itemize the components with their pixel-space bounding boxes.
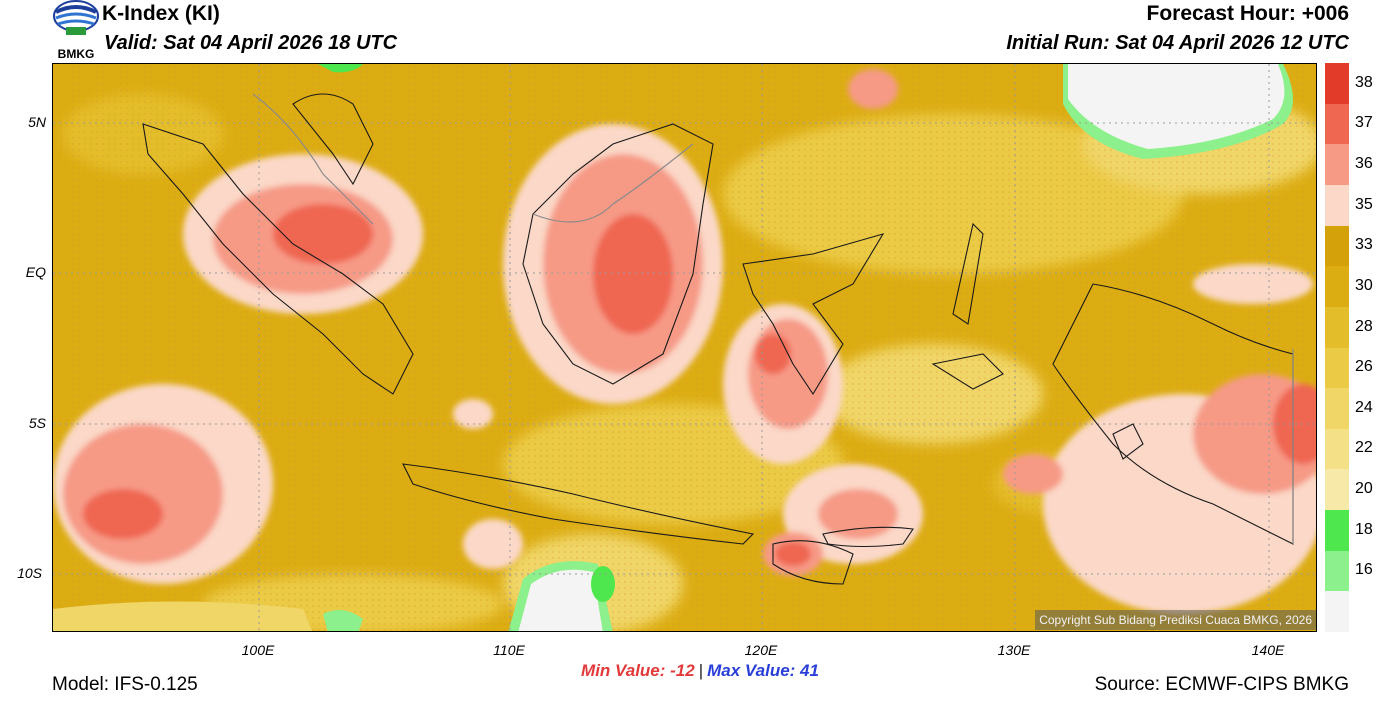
color-legend (1325, 63, 1349, 633)
lat-label-10s: 10S (17, 565, 42, 581)
k-index-map (52, 63, 1317, 632)
legend-swatch (1325, 347, 1349, 389)
lon-label-140e: 140E (1251, 642, 1285, 658)
map-canvas (53, 64, 1316, 631)
lat-label-5s: 5S (28, 415, 46, 431)
low-k-green-zones (53, 64, 1293, 631)
valid-time: Valid: Sat 04 April 2026 18 UTC (104, 32, 398, 54)
legend-swatch (1325, 144, 1349, 186)
model-name: Model: IFS-0.125 (52, 674, 198, 695)
borders (252, 93, 1294, 544)
legend-swatch (1325, 225, 1349, 267)
legend-label: 16 (1355, 561, 1373, 579)
legend-label: 37 (1355, 114, 1373, 132)
legend-swatch (1325, 428, 1349, 470)
legend-label: 22 (1355, 439, 1373, 457)
copyright-banner: Copyright Sub Bidang Prediksi Cuaca BMKG… (1035, 610, 1316, 630)
legend-swatch (1325, 306, 1349, 348)
legend-swatch (1325, 510, 1349, 552)
lon-label-110e: 110E (493, 642, 525, 658)
legend-label: 30 (1355, 276, 1373, 294)
legend-label: 26 (1355, 358, 1373, 376)
legend-label: 24 (1355, 398, 1373, 416)
legend-swatch (1325, 550, 1349, 592)
bmkg-logo: BMKG (52, 0, 100, 61)
initial-run: Initial Run: Sat 04 April 2026 12 UTC (1006, 32, 1349, 54)
lon-label-120e: 120E (744, 642, 778, 658)
legend-swatch (1325, 388, 1349, 430)
min-max-values: Min Value: -12 | Max Value: 41 (0, 661, 1400, 681)
chart-title: K-Index (KI) (102, 2, 220, 25)
legend-label: 18 (1355, 520, 1373, 538)
data-source: Source: ECMWF-CIPS BMKG (1094, 674, 1349, 695)
max-value: Max Value: 41 (707, 661, 819, 680)
lon-label-100e: 100E (241, 642, 275, 658)
coastlines (142, 93, 1294, 585)
legend-swatch (1325, 63, 1349, 104)
legend-swatch (1325, 103, 1349, 145)
legend-label: 20 (1355, 480, 1373, 498)
logo-text: BMKG (58, 47, 95, 60)
legend-label: 36 (1355, 154, 1373, 172)
lat-label-5n: 5N (28, 114, 46, 130)
min-value: Min Value: -12 (581, 661, 695, 680)
lat-label-eq: EQ (25, 264, 46, 280)
legend-swatch (1325, 591, 1349, 633)
lon-label-130e: 130E (997, 642, 1031, 658)
map-graticule (53, 64, 1316, 631)
legend-label: 38 (1355, 73, 1373, 91)
legend-swatch (1325, 266, 1349, 308)
min-max-separator: | (698, 661, 704, 680)
legend-swatch (1325, 184, 1349, 226)
legend-swatch (1325, 469, 1349, 511)
forecast-hour: Forecast Hour: +006 (1146, 2, 1350, 25)
legend-label: 35 (1355, 195, 1373, 213)
legend-label: 33 (1355, 236, 1373, 254)
legend-label: 28 (1355, 317, 1373, 335)
